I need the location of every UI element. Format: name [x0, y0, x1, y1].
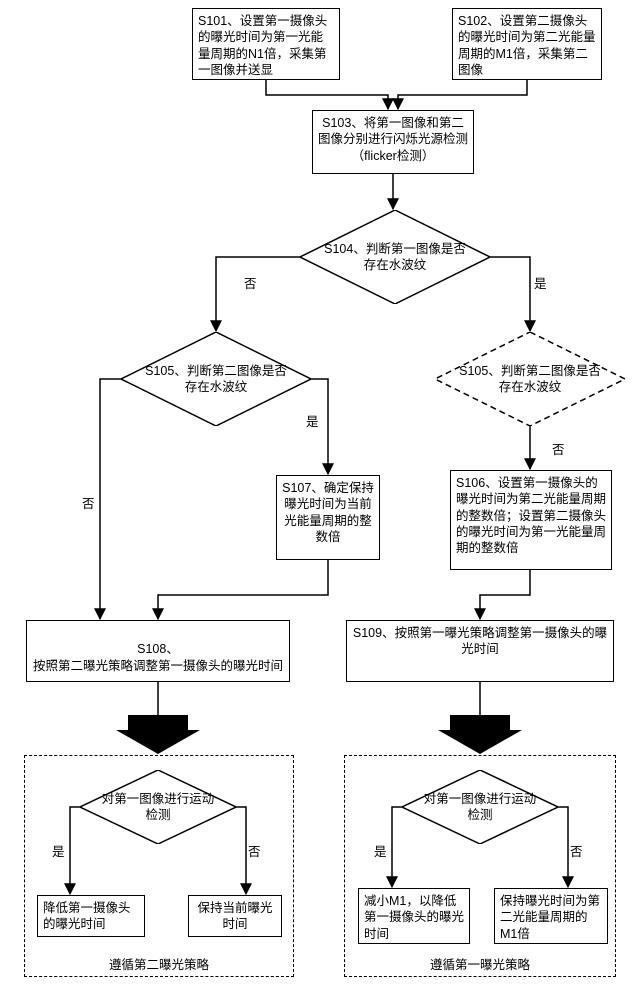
group-caption: 遵循第二曝光策略: [25, 957, 293, 973]
node-text: S104、判断第一图像是否存在水波纹: [322, 241, 468, 274]
group-caption: 遵循第一曝光策略: [345, 957, 615, 973]
label-s105l-yes: 是: [306, 414, 319, 430]
node-s102: S102、设置第二摄像头的曝光时间为第二光能量周期的M1倍，采集第二图像: [452, 8, 602, 80]
node-text: S101、设置第一摄像头的曝光时间为第一光能量周期的N1倍，采集第一图像并送显: [198, 14, 327, 77]
node-s105-left: S105、判断第二图像是否存在水波纹: [121, 332, 311, 426]
node-text: S109、按照第一曝光策略调整第一摄像头的曝光时间: [353, 626, 607, 656]
label-s105l-no: 否: [82, 496, 95, 512]
label-dl-no: 否: [248, 844, 261, 860]
node-text: S107、确定保持曝光时间为当前光能量周期的整数倍: [282, 481, 374, 544]
label-dl-yes: 是: [52, 844, 65, 860]
node-s109: S109、按照第一曝光策略调整第一摄像头的曝光时间: [346, 620, 614, 682]
label-dr-no: 否: [570, 844, 583, 860]
node-s108: S108、 按照第二曝光策略调整第一摄像头的曝光时间: [26, 620, 290, 682]
label-s104-yes: 是: [534, 276, 547, 292]
node-s106: S106、设置第一摄像头的曝光时间为第二光能量周期的整数倍；设置第二摄像头的曝光…: [450, 470, 612, 570]
label-s104-no: 否: [244, 276, 257, 292]
node-text: S105、判断第二图像是否存在水波纹: [457, 363, 603, 396]
node-s103: S103、将第一图像和第二图像分别进行闪烁光源检测（flicker检测）: [312, 110, 474, 174]
group-left: 遵循第二曝光策略: [24, 755, 294, 977]
node-text: S105、判断第二图像是否存在水波纹: [143, 363, 289, 396]
node-text: S106、设置第一摄像头的曝光时间为第二光能量周期的整数倍；设置第二摄像头的曝光…: [456, 476, 606, 555]
node-text: S108、 按照第二曝光策略调整第一摄像头的曝光时间: [33, 642, 283, 672]
node-s101: S101、设置第一摄像头的曝光时间为第一光能量周期的N1倍，采集第一图像并送显: [192, 8, 340, 80]
label-dr-yes: 是: [374, 844, 387, 860]
node-s104: S104、判断第一图像是否存在水波纹: [300, 210, 490, 304]
node-s107: S107、确定保持曝光时间为当前光能量周期的整数倍: [276, 475, 380, 560]
label-s105r-no: 否: [552, 442, 565, 458]
node-text: S103、将第一图像和第二图像分别进行闪烁光源检测（flicker检测）: [318, 116, 468, 163]
node-s105-right: S105、判断第二图像是否存在水波纹: [435, 332, 625, 426]
node-text: S102、设置第二摄像头的曝光时间为第二光能量周期的M1倍，采集第二图像: [458, 14, 596, 77]
group-right: 遵循第一曝光策略: [344, 755, 616, 977]
